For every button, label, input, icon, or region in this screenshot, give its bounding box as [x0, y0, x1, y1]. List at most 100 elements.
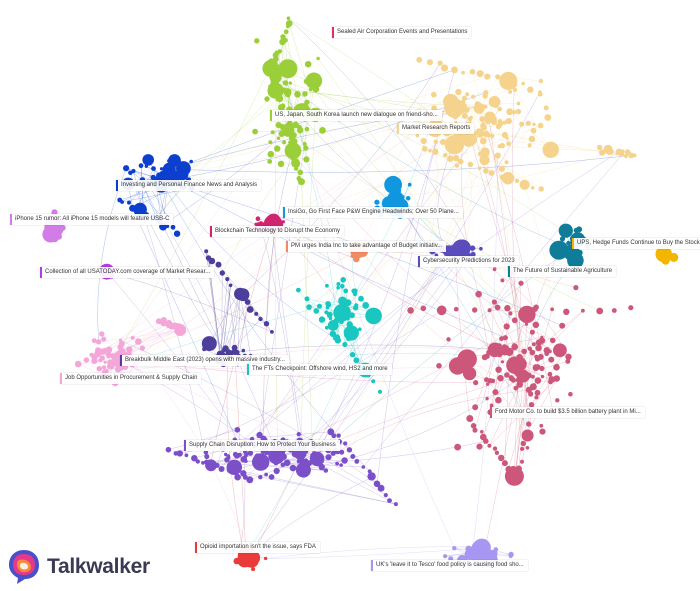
- node[interactable]: [490, 133, 495, 139]
- node[interactable]: [339, 449, 345, 455]
- node[interactable]: [491, 299, 497, 305]
- node[interactable]: [471, 94, 476, 99]
- node[interactable]: [540, 374, 545, 379]
- node[interactable]: [278, 104, 285, 111]
- node[interactable]: [596, 307, 604, 315]
- node[interactable]: [91, 338, 97, 344]
- node[interactable]: [288, 81, 292, 85]
- node[interactable]: [276, 136, 281, 140]
- cluster-label[interactable]: Market Research Reports: [397, 123, 475, 134]
- node[interactable]: [42, 226, 59, 243]
- node[interactable]: [387, 498, 392, 503]
- node[interactable]: [142, 154, 154, 166]
- node[interactable]: [565, 358, 571, 364]
- node[interactable]: [297, 169, 304, 176]
- node[interactable]: [224, 457, 230, 463]
- node[interactable]: [283, 459, 291, 467]
- node[interactable]: [508, 89, 513, 94]
- node[interactable]: [295, 462, 311, 478]
- node[interactable]: [515, 108, 522, 115]
- node[interactable]: [251, 567, 256, 572]
- node[interactable]: [305, 72, 323, 90]
- node[interactable]: [563, 308, 570, 315]
- node[interactable]: [407, 182, 412, 187]
- node[interactable]: [494, 304, 501, 311]
- node[interactable]: [506, 141, 511, 146]
- node[interactable]: [611, 308, 617, 313]
- node[interactable]: [526, 421, 532, 427]
- node[interactable]: [252, 128, 258, 135]
- node[interactable]: [266, 213, 281, 228]
- node[interactable]: [159, 167, 164, 171]
- node[interactable]: [319, 126, 326, 134]
- node[interactable]: [342, 341, 348, 348]
- node[interactable]: [453, 306, 459, 312]
- node[interactable]: [487, 308, 492, 313]
- node[interactable]: [433, 139, 438, 144]
- node[interactable]: [176, 450, 183, 457]
- node[interactable]: [168, 154, 181, 167]
- node[interactable]: [267, 82, 284, 99]
- node[interactable]: [267, 159, 273, 164]
- node[interactable]: [514, 178, 520, 183]
- node[interactable]: [519, 121, 525, 127]
- node[interactable]: [273, 467, 280, 475]
- node[interactable]: [499, 345, 510, 356]
- node[interactable]: [263, 321, 270, 327]
- node[interactable]: [283, 88, 292, 97]
- node[interactable]: [83, 357, 90, 363]
- node[interactable]: [374, 199, 380, 205]
- node[interactable]: [494, 450, 500, 455]
- node[interactable]: [505, 117, 512, 125]
- node[interactable]: [327, 428, 335, 436]
- node[interactable]: [405, 196, 411, 201]
- node[interactable]: [174, 324, 187, 336]
- node[interactable]: [485, 396, 489, 401]
- node[interactable]: [326, 302, 332, 308]
- node[interactable]: [101, 365, 107, 370]
- node[interactable]: [529, 329, 535, 335]
- node[interactable]: [415, 133, 420, 138]
- node[interactable]: [365, 307, 382, 325]
- node[interactable]: [440, 64, 449, 72]
- cluster-ford[interactable]: [407, 267, 634, 486]
- node[interactable]: [284, 142, 302, 160]
- node[interactable]: [454, 163, 460, 168]
- node[interactable]: [518, 305, 536, 324]
- node[interactable]: [323, 468, 329, 473]
- node[interactable]: [506, 108, 514, 116]
- cluster-label[interactable]: Cybersecurity Predictions for 2023: [418, 256, 519, 267]
- node[interactable]: [225, 277, 230, 282]
- node[interactable]: [628, 305, 634, 311]
- node[interactable]: [244, 299, 251, 305]
- node[interactable]: [336, 285, 340, 290]
- node[interactable]: [472, 427, 478, 433]
- node[interactable]: [280, 34, 286, 40]
- node[interactable]: [291, 158, 300, 168]
- node[interactable]: [237, 452, 242, 458]
- node[interactable]: [297, 125, 303, 130]
- node[interactable]: [267, 60, 278, 71]
- node[interactable]: [497, 374, 504, 382]
- node[interactable]: [118, 338, 123, 343]
- node[interactable]: [455, 88, 462, 96]
- node[interactable]: [483, 438, 489, 444]
- node[interactable]: [479, 116, 486, 123]
- node[interactable]: [324, 325, 329, 330]
- node[interactable]: [521, 429, 534, 442]
- node[interactable]: [264, 96, 270, 102]
- node[interactable]: [282, 80, 289, 86]
- node[interactable]: [350, 454, 356, 459]
- node[interactable]: [420, 137, 427, 145]
- node[interactable]: [165, 446, 172, 453]
- node[interactable]: [452, 154, 460, 162]
- node[interactable]: [128, 170, 133, 176]
- node[interactable]: [269, 70, 282, 84]
- node[interactable]: [532, 122, 536, 127]
- node[interactable]: [234, 473, 241, 481]
- node[interactable]: [302, 91, 308, 97]
- node[interactable]: [473, 380, 479, 386]
- node[interactable]: [482, 130, 490, 138]
- node[interactable]: [516, 381, 523, 388]
- node[interactable]: [286, 16, 291, 21]
